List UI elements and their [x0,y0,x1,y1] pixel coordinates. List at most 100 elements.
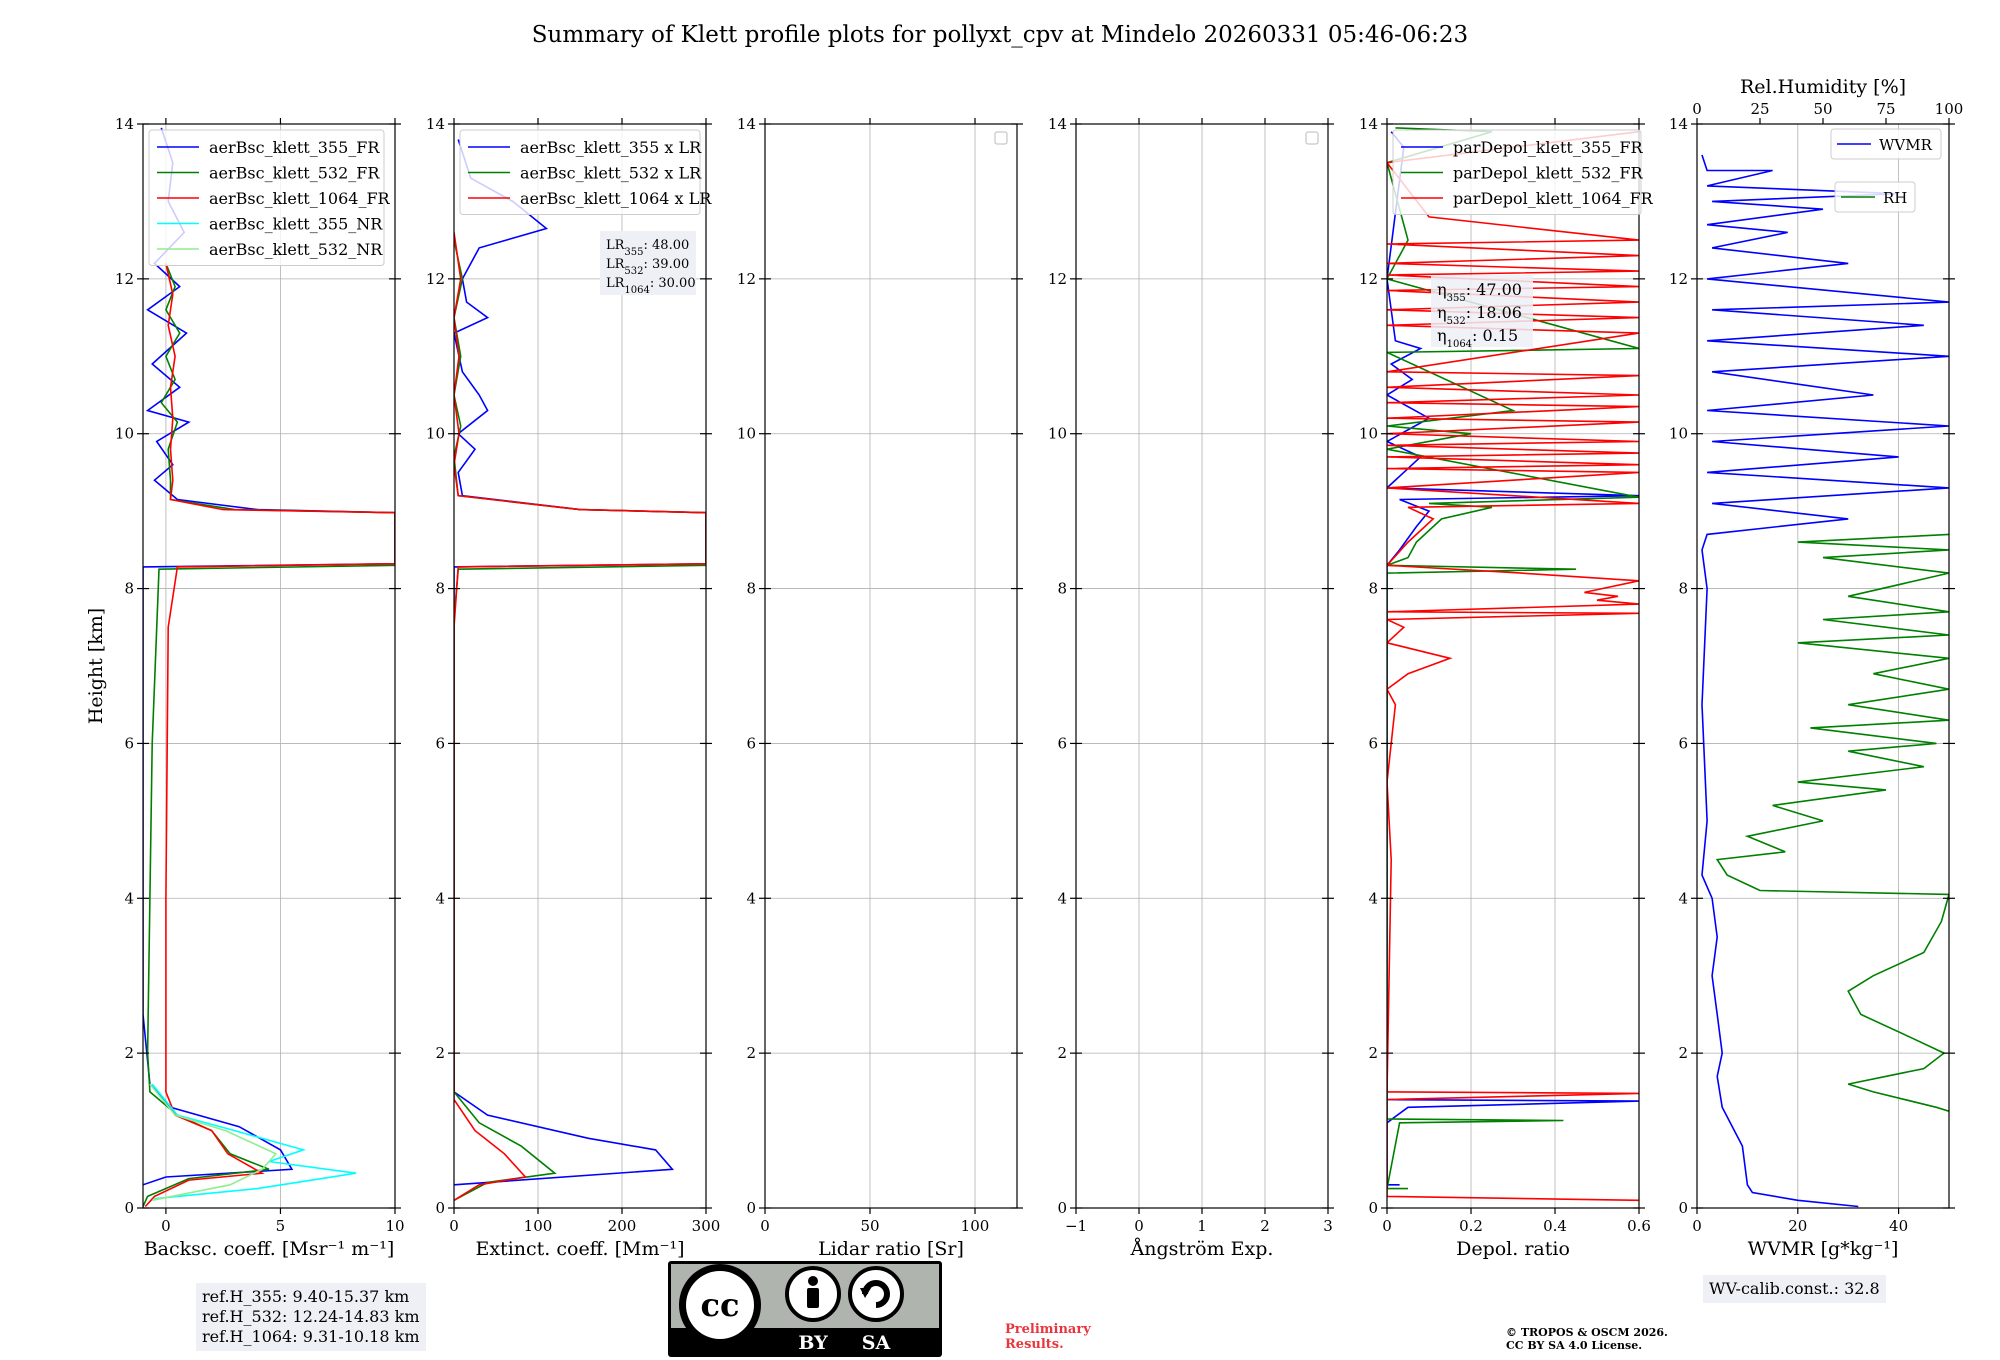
x-axis-label: Ångström Exp. [1130,1238,1274,1260]
y-tick-label: 2 [746,1044,756,1062]
copyright-note: © TROPOS & OSCM 2026. CC BY SA 4.0 Licen… [1506,1326,1668,1352]
y-tick-label: 12 [1048,270,1067,288]
empty-legend [994,131,1008,145]
series-aerBsc_klett_1064 x LR [454,232,706,1201]
legend-RH: RH [1834,181,1916,213]
y-tick-label: 0 [746,1199,756,1217]
y-tick-label: 12 [1669,270,1688,288]
x-tick-label: 0.4 [1543,1217,1567,1235]
legend-label: aerBsc_klett_355 x LR [520,138,702,157]
y-tick-label: 4 [124,889,134,907]
y-tick-label: 0 [1368,1199,1378,1217]
legend: parDepol_klett_355_FR parDepol_klett_532_… [1392,129,1654,215]
annotation-line: LR1064: 30.00 [606,276,696,296]
panel-bsc: 0 2 4 6 8 10 12 14 0 5 10 Backsc. coeff. [Msr⁻¹ m⁻¹… [85,115,405,1260]
y-tick-label: 4 [1057,889,1067,907]
axes-frame [764,123,1018,1209]
series-parDepol_klett_1064_FR [1387,130,1639,1202]
figure-title: Summary of Klett profile plots for polly… [531,22,1469,48]
axes-frame [142,123,396,1209]
legend-label: aerBsc_klett_532_NR [209,240,383,259]
legend-label: aerBsc_klett_1064 x LR [520,189,712,208]
x-tick-label: 2 [1260,1217,1270,1235]
y-tick-label: 4 [435,889,445,907]
axes-frame [1386,123,1640,1209]
cc-license-badge: cc BY SA [668,1261,942,1357]
legend-label: RH [1883,189,1907,207]
y-tick-label: 12 [115,270,134,288]
empty-legend [1305,131,1319,145]
x-axis-label: Lidar ratio [Sr] [818,1238,964,1260]
y-tick-label: 14 [1048,115,1067,133]
y-tick-label: 6 [746,734,756,752]
x-tick-label: 200 [608,1217,637,1235]
series-aerBsc_klett_532 x LR [454,239,706,1202]
y-tick-label: 12 [1359,270,1378,288]
x-tick-label: 300 [692,1217,721,1235]
x-tick-label: 0 [1134,1217,1144,1235]
x-tick-label: 100 [524,1217,553,1235]
y-tick-label: 10 [1359,425,1378,443]
cc-sa-label: SA [862,1332,891,1354]
y-tick-label: 10 [115,425,134,443]
x-axis-label: Extinct. coeff. [Mm⁻¹] [475,1238,684,1260]
annotation-line: LR532: 39.00 [606,257,689,277]
wv-calib-box: WV-calib.const.: 32.8 [1703,1275,1886,1303]
y-tick-label: 4 [1368,889,1378,907]
annotation-line: η355: 47.00 [1437,280,1522,304]
y-tick-label: 2 [435,1044,445,1062]
y-tick-label: 2 [1678,1044,1688,1062]
x-tick-label: 0 [760,1217,770,1235]
y-tick-label: 8 [1678,580,1688,598]
x-tick-label: 50 [860,1217,879,1235]
y-tick-label: 2 [1368,1044,1378,1062]
series-RH [1715,533,1949,1112]
legend-label: parDepol_klett_1064_FR [1453,189,1654,208]
x-tick-label: 0 [161,1217,171,1235]
legend-WVMR: WVMR [1830,128,1942,160]
series-parDepol_klett_355_FR [1387,131,1639,1186]
y-tick-label: 0 [124,1199,134,1217]
legend-label: WVMR [1879,136,1933,154]
top-x-tick-label: 100 [1935,100,1964,118]
top-x-tick-label: 50 [1813,100,1832,118]
x-tick-label: 0.2 [1459,1217,1483,1235]
annotation-line: η1064: 0.15 [1437,326,1518,350]
panel-dep: 0 2 4 6 8 10 12 14 0 0.2 0.4 0.6 Depol. ratio parDepo… [1359,115,1654,1260]
y-tick-label: 6 [1368,734,1378,752]
legend: aerBsc_klett_355_FR aerBsc_klett_532_FRae… [148,129,391,266]
preliminary-note: Preliminary Results. [1005,1322,1091,1352]
y-tick-label: 8 [124,580,134,598]
y-tick-label: 8 [435,580,445,598]
series-aerBsc_klett_1064_FR [144,263,395,1208]
y-tick-label: 10 [426,425,445,443]
top-x-axis-label: Rel.Humidity [%] [1740,76,1906,98]
x-tick-label: 0 [1692,1217,1702,1235]
series-aerBsc_klett_532_NR [149,1083,278,1202]
y-tick-label: 14 [426,115,445,133]
legend: aerBsc_klett_355 x LR aerBsc_klett_532 x … [459,129,712,215]
x-tick-label: 40 [1889,1217,1908,1235]
series-aerBsc_klett_532_FR [143,263,395,1207]
y-tick-label: 14 [737,115,756,133]
y-tick-label: 0 [1678,1199,1688,1217]
legend-label: aerBsc_klett_532_FR [209,164,380,183]
legend-label: aerBsc_klett_355_NR [209,215,383,234]
x-tick-label: 3 [1323,1217,1333,1235]
y-tick-label: 10 [1048,425,1067,443]
legend-label: aerBsc_klett_532 x LR [520,164,702,183]
y-tick-label: 4 [746,889,756,907]
x-tick-label: 10 [385,1217,404,1235]
x-tick-label: 20 [1788,1217,1807,1235]
y-tick-label: 4 [1678,889,1688,907]
y-tick-label: 2 [124,1044,134,1062]
y-tick-label: 12 [737,270,756,288]
legend-label: parDepol_klett_355_FR [1453,138,1644,157]
legend-label: parDepol_klett_532_FR [1453,164,1644,183]
y-tick-label: 12 [426,270,445,288]
series-aerBsc_klett_355_FR [143,127,395,1186]
top-x-tick-label: 0 [1692,100,1702,118]
